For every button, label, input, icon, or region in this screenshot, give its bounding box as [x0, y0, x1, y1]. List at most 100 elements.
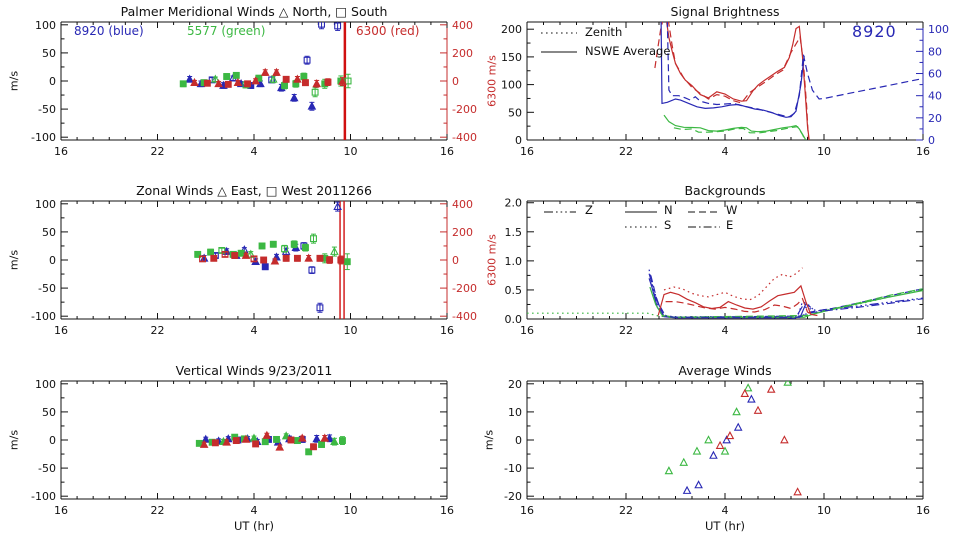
- svg-text:22: 22: [151, 145, 165, 158]
- svg-text:16: 16: [520, 324, 534, 337]
- svg-text:4: 4: [722, 504, 729, 517]
- legend-nswe-average: NSWE Average: [585, 44, 671, 58]
- svg-text:4: 4: [251, 324, 258, 337]
- legend-6300-red: 6300 (red): [356, 24, 420, 38]
- svg-text:22: 22: [619, 145, 633, 158]
- svg-text:60: 60: [928, 68, 942, 81]
- svg-text:16: 16: [54, 145, 68, 158]
- svg-text:100: 100: [35, 198, 56, 211]
- zenith-line-sample: [541, 32, 577, 34]
- svg-text:4: 4: [251, 504, 258, 517]
- svg-text:0: 0: [515, 134, 522, 147]
- svg-text:0: 0: [49, 75, 56, 88]
- svg-text:16: 16: [916, 145, 930, 158]
- svg-text:400: 400: [452, 19, 473, 32]
- svg-text:0: 0: [515, 434, 522, 447]
- svg-text:-200: -200: [452, 282, 477, 295]
- svg-text:4: 4: [722, 324, 729, 337]
- svg-text:1.0: 1.0: [505, 255, 523, 268]
- x-label-vertical: UT (hr): [233, 519, 275, 533]
- svg-text:-400: -400: [452, 131, 477, 144]
- svg-text:16: 16: [916, 324, 930, 337]
- svg-text:20: 20: [508, 378, 522, 391]
- svg-text:-100: -100: [31, 310, 56, 323]
- svg-text:16: 16: [520, 145, 534, 158]
- s-line-sample: [625, 226, 657, 228]
- svg-text:16: 16: [54, 504, 68, 517]
- title-backgrounds: Backgrounds: [684, 183, 766, 198]
- svg-text:-50: -50: [38, 462, 56, 475]
- title-vertical-winds: Vertical Winds 9/23/2011: [175, 363, 333, 378]
- svg-text:150: 150: [501, 51, 522, 64]
- svg-text:-10: -10: [504, 462, 522, 475]
- title-zonal-winds: Zonal Winds △ East, □ West 2011266: [136, 183, 372, 198]
- svg-text:-400: -400: [452, 310, 477, 323]
- label-8920: 8920: [852, 22, 897, 41]
- svg-text:16: 16: [440, 504, 454, 517]
- legend-w: W: [726, 203, 738, 217]
- svg-text:0: 0: [452, 254, 459, 267]
- w-line-sample: [688, 211, 720, 213]
- svg-text:2.0: 2.0: [505, 197, 523, 210]
- svg-text:16: 16: [440, 324, 454, 337]
- title-signal-brightness: Signal Brightness: [670, 4, 780, 19]
- svg-text:1.5: 1.5: [505, 226, 523, 239]
- right-axis-label-zonal: 6300 m/s: [485, 234, 499, 286]
- svg-text:0: 0: [928, 134, 935, 147]
- svg-text:10: 10: [508, 406, 522, 419]
- svg-text:0.5: 0.5: [505, 284, 523, 297]
- legend-zenith: Zenith: [585, 25, 623, 39]
- legend-s: S: [664, 218, 672, 232]
- svg-text:22: 22: [151, 504, 165, 517]
- svg-text:10: 10: [817, 504, 831, 517]
- svg-text:400: 400: [452, 198, 473, 211]
- legend-e: E: [726, 218, 734, 232]
- svg-text:100: 100: [35, 378, 56, 391]
- svg-text:-100: -100: [31, 131, 56, 144]
- svg-text:16: 16: [916, 504, 930, 517]
- svg-text:-100: -100: [31, 490, 56, 503]
- svg-text:-20: -20: [504, 490, 522, 503]
- svg-text:50: 50: [508, 106, 522, 119]
- legend-z: Z: [585, 203, 593, 217]
- svg-text:22: 22: [619, 504, 633, 517]
- svg-text:100: 100: [35, 19, 56, 32]
- svg-text:10: 10: [344, 324, 358, 337]
- svg-text:200: 200: [501, 23, 522, 36]
- e-line-sample: [688, 226, 720, 228]
- svg-text:16: 16: [54, 324, 68, 337]
- svg-text:50: 50: [42, 406, 56, 419]
- svg-text:-50: -50: [38, 282, 56, 295]
- title-meridional-winds: Palmer Meridional Winds △ North, □ South: [120, 4, 388, 19]
- z-line-sample: [544, 211, 576, 213]
- svg-text:16: 16: [520, 504, 534, 517]
- y-label-vertical: m/s: [7, 429, 21, 451]
- svg-text:10: 10: [817, 145, 831, 158]
- svg-text:4: 4: [251, 145, 258, 158]
- svg-text:0: 0: [49, 434, 56, 447]
- svg-text:200: 200: [452, 47, 473, 60]
- svg-text:0: 0: [452, 75, 459, 88]
- title-average-winds: Average Winds: [678, 363, 772, 378]
- y-label-zonal: m/s: [7, 249, 21, 271]
- svg-text:10: 10: [344, 145, 358, 158]
- svg-text:80: 80: [928, 45, 942, 58]
- right-axis-label-meridional: 6300 m/s: [485, 55, 499, 107]
- n-line-sample: [625, 211, 657, 213]
- svg-text:10: 10: [344, 504, 358, 517]
- svg-text:50: 50: [42, 226, 56, 239]
- svg-text:-200: -200: [452, 103, 477, 116]
- svg-text:200: 200: [452, 226, 473, 239]
- y-label-average: m/s: [482, 429, 496, 451]
- svg-text:40: 40: [928, 90, 942, 103]
- svg-text:10: 10: [817, 324, 831, 337]
- svg-text:16: 16: [440, 145, 454, 158]
- x-label-average: UT (hr): [704, 519, 746, 533]
- nswe-line-sample: [541, 51, 577, 53]
- svg-text:4: 4: [722, 145, 729, 158]
- svg-text:100: 100: [928, 23, 949, 36]
- svg-text:-50: -50: [38, 103, 56, 116]
- legend-8920-blue: 8920 (blue): [74, 24, 144, 38]
